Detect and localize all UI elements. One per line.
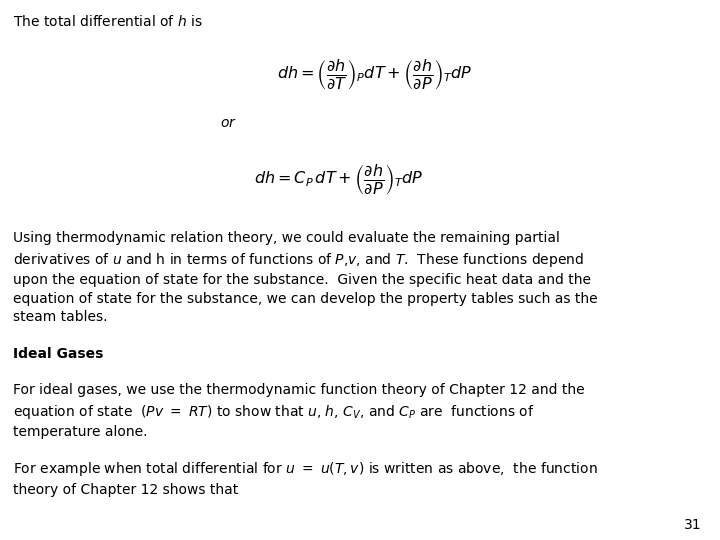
Text: $dh = \left(\dfrac{\partial h}{\partial T}\right)_P dT + \left(\dfrac{\partial h: $dh = \left(\dfrac{\partial h}{\partial … [276, 57, 472, 91]
Text: $or$: $or$ [220, 116, 236, 130]
Text: Ideal Gases: Ideal Gases [13, 347, 104, 361]
Text: $dh = C_P\, dT + \left(\dfrac{\partial h}{\partial P}\right)_T dP$: $dh = C_P\, dT + \left(\dfrac{\partial h… [253, 162, 423, 196]
Text: The total differential of $h$ is: The total differential of $h$ is [13, 14, 203, 29]
Text: 31: 31 [685, 518, 702, 532]
Text: For ideal gases, we use the thermodynamic function theory of Chapter 12 and the
: For ideal gases, we use the thermodynami… [13, 383, 585, 440]
Text: For example when total differential for $u$ $=$ $u(T,v)$ is written as above,  t: For example when total differential for … [13, 460, 598, 497]
Text: Using thermodynamic relation theory, we could evaluate the remaining partial
der: Using thermodynamic relation theory, we … [13, 231, 598, 325]
